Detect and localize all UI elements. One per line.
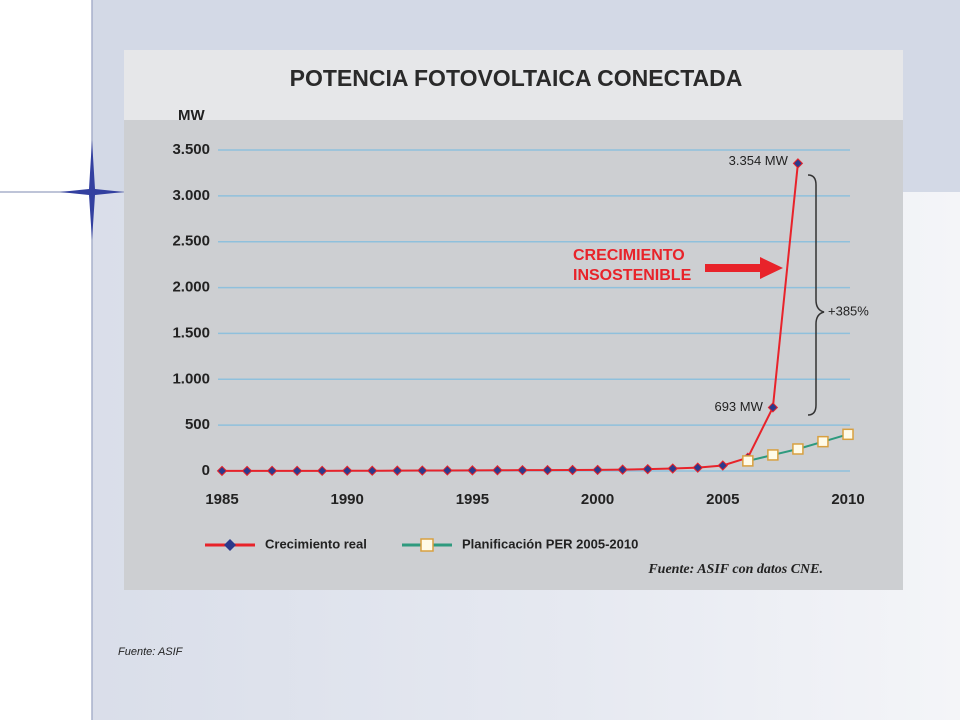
- value-label: 693 MW: [714, 399, 763, 414]
- marker-diamond: [442, 465, 453, 476]
- marker-diamond: [392, 465, 403, 476]
- chart-title: POTENCIA FOTOVOLTAICA CONECTADA: [290, 65, 743, 91]
- arrow: [705, 257, 783, 279]
- left-strip: [0, 0, 92, 720]
- x-tick-label: 2000: [581, 491, 614, 508]
- legend-marker: [420, 538, 434, 552]
- marker-diamond: [617, 464, 628, 475]
- title-band: [124, 50, 903, 120]
- cross-star: [60, 140, 124, 240]
- marker-diamond: [216, 465, 228, 477]
- y-tick-label: 1.000: [172, 370, 210, 387]
- marker-square: [842, 428, 854, 441]
- y-tick-label: 0: [202, 462, 210, 479]
- source: Fuente: ASIF con datos CNE.: [647, 562, 823, 577]
- x-tick-label: 1985: [205, 491, 238, 508]
- marker-square: [767, 449, 779, 461]
- y-tick-label: 3.000: [172, 187, 210, 204]
- marker-diamond: [316, 465, 328, 477]
- x-tick-label: 1995: [456, 491, 489, 508]
- brace: [807, 174, 825, 416]
- x-tick-label: 2010: [831, 491, 864, 508]
- marker-diamond: [692, 462, 703, 473]
- value-label: 3.354 MW: [729, 153, 789, 168]
- y-tick-label: 1.500: [172, 324, 210, 341]
- y-tick-label: 500: [185, 416, 210, 433]
- marker-diamond: [792, 158, 804, 169]
- annotation: CRECIMIENTO: [573, 247, 685, 264]
- marker-diamond: [241, 465, 253, 477]
- marker-diamond: [542, 464, 553, 476]
- x-tick-label: 2005: [706, 491, 739, 508]
- y-tick-label: 3.500: [172, 141, 210, 158]
- marker-diamond: [567, 464, 578, 476]
- caption: Fuente: ASIF: [118, 646, 184, 658]
- marker-square: [792, 443, 804, 455]
- y-axis-label: MW: [178, 107, 205, 124]
- annotation: INSOSTENIBLE: [573, 267, 692, 284]
- marker-diamond: [767, 402, 779, 413]
- y-tick-label: 2.000: [172, 279, 210, 296]
- marker-diamond: [291, 465, 303, 477]
- marker-diamond: [667, 463, 678, 474]
- marker-diamond: [341, 465, 353, 476]
- marker-diamond: [417, 465, 428, 476]
- legend-marker: [224, 539, 236, 551]
- chart-background: [124, 50, 903, 590]
- marker-diamond: [717, 460, 729, 471]
- x-tick-label: 1990: [331, 491, 364, 508]
- marker-square: [742, 455, 754, 467]
- marker-diamond: [266, 465, 278, 477]
- marker-diamond: [517, 464, 528, 476]
- y-tick-label: 2.500: [172, 233, 210, 250]
- annotation: +385%: [828, 303, 869, 318]
- marker-square: [817, 435, 829, 448]
- marker-diamond: [492, 465, 503, 476]
- legend-label: Crecimiento real: [265, 536, 367, 551]
- marker-diamond: [467, 465, 478, 476]
- marker-diamond: [592, 464, 603, 476]
- legend-label: Planificación PER 2005-2010: [462, 536, 638, 551]
- marker-diamond: [367, 465, 378, 476]
- marker-diamond: [642, 463, 653, 475]
